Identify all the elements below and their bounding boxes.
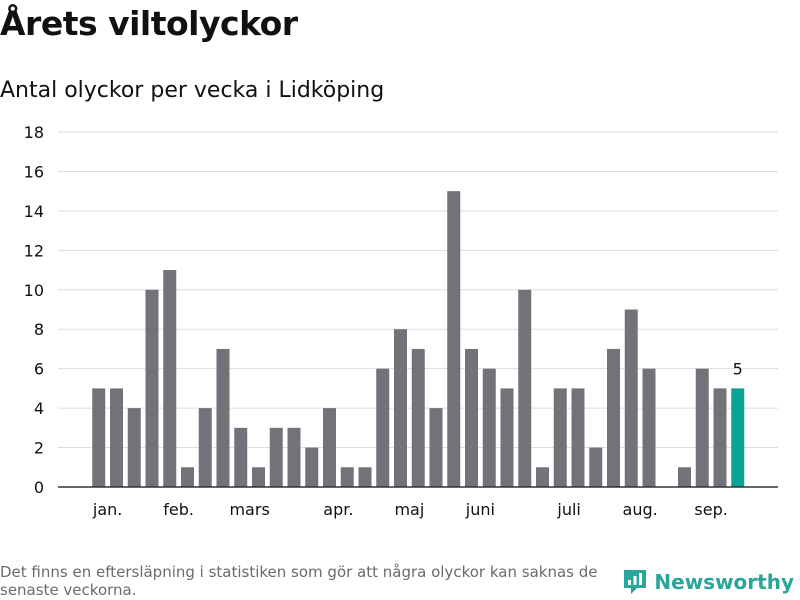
bar [678,467,691,487]
bar [482,368,496,487]
bar [571,388,585,487]
x-axis-ticks: jan. feb. mars apr. maj juni juli aug. sep. [92,500,728,519]
bar [287,427,301,487]
x-tick-label: apr. [323,500,353,519]
bar [323,408,336,487]
x-tick-label: mars [229,500,269,519]
bar [305,447,319,487]
bar [92,388,106,487]
bars [92,191,745,487]
bar [340,467,354,487]
chart-subtitle: Antal olyckor per vecka i Lidköping [0,78,385,103]
grid-lines [58,131,778,449]
x-tick-label: maj [394,500,424,519]
x-tick-label: juni [465,500,495,519]
bar [465,348,478,487]
y-tick-label: 2 [34,439,44,458]
bar [553,388,567,487]
bar [607,348,620,487]
bar [376,368,390,487]
bar [358,467,372,487]
y-tick-label: 0 [34,478,44,497]
bar [695,368,709,487]
bar [127,408,141,487]
x-tick-label: juli [556,500,580,519]
footnote: Det finns en eftersläpning i statistiken… [0,563,598,599]
brand-logo[interactable]: Newsworthy [622,568,794,596]
y-tick-label: 10 [24,281,44,300]
y-tick-label: 8 [34,320,44,339]
newsworthy-logo-icon [624,570,647,594]
brand-name: Newsworthy [654,570,794,594]
bar [181,467,194,487]
bar [394,329,407,487]
bar [589,447,603,487]
bar [624,309,638,487]
y-tick-label: 6 [34,360,44,379]
bar [500,388,514,487]
bar [411,348,425,487]
y-tick-label: 18 [24,123,44,142]
x-tick-label: feb. [163,500,194,519]
x-tick-label: jan. [92,500,122,519]
x-tick-label: sep. [694,500,727,519]
y-tick-label: 16 [24,162,44,181]
bar [713,388,727,487]
bar [216,348,230,487]
bar-chart: 0 2 4 6 8 10 12 14 16 18 5 jan. feb. mars apr. maj jun… [24,123,778,519]
bar [518,289,532,487]
bar [536,467,549,487]
bar [252,467,265,487]
bar [163,270,177,487]
bar [429,408,443,487]
bar [642,368,656,487]
y-axis-ticks: 0 2 4 6 8 10 12 14 16 18 [24,123,44,497]
y-tick-label: 14 [24,202,44,221]
bar-current-week [731,388,745,487]
bar [198,408,212,487]
chart-title: Årets viltolyckor [0,4,298,43]
y-tick-label: 12 [24,241,44,260]
x-tick-label: aug. [623,500,658,519]
bar [234,427,248,487]
data-label: 5 [733,359,743,378]
bar [447,191,461,487]
bar [145,289,159,487]
bar [110,388,123,487]
bar [269,427,283,487]
y-tick-label: 4 [34,399,44,418]
data-labels: 5 [733,359,743,378]
